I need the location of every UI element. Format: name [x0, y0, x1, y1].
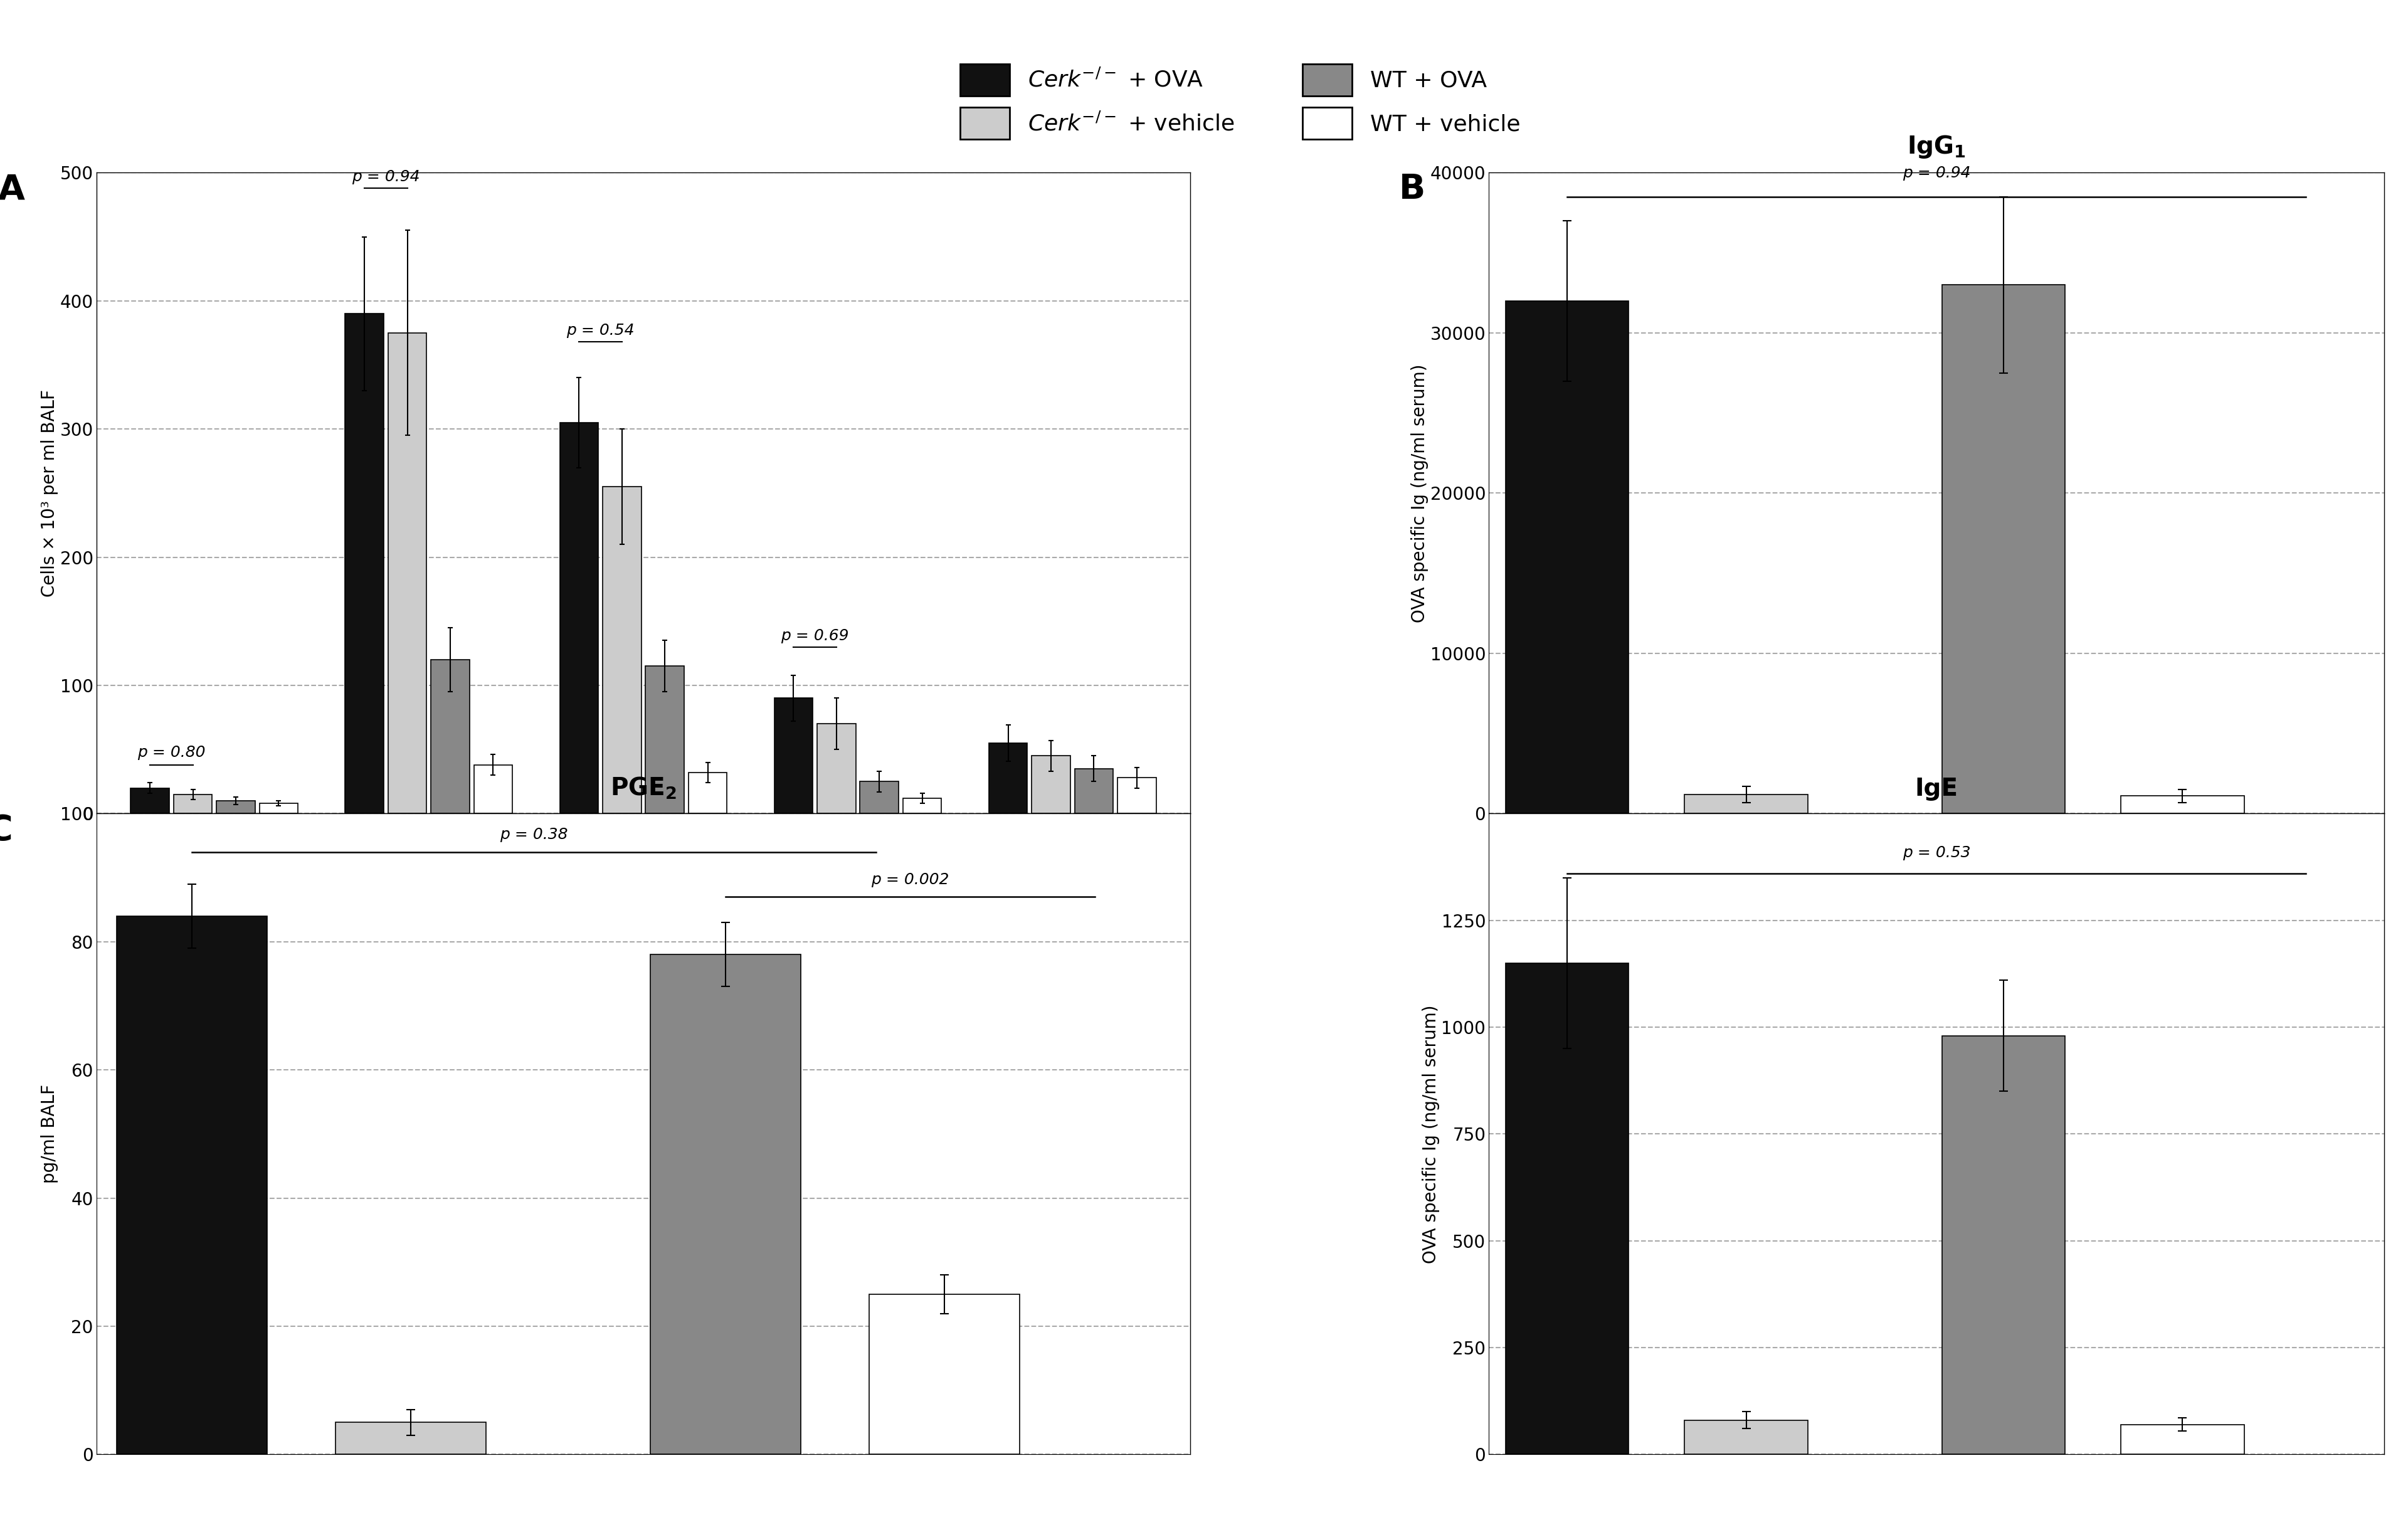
- Bar: [869, 1294, 1019, 1454]
- Bar: [118, 917, 267, 1454]
- Bar: [816, 724, 855, 814]
- Text: p = 0.94: p = 0.94: [352, 170, 419, 185]
- Text: p = 0.53: p = 0.53: [1902, 845, 1970, 861]
- Bar: [559, 423, 597, 814]
- Text: IgG$_1$: IgG$_1$: [1907, 133, 1965, 161]
- Bar: [1505, 301, 1628, 814]
- Y-axis label: OVA specific Ig (ng/ml serum): OVA specific Ig (ng/ml serum): [1423, 1004, 1440, 1264]
- Bar: [217, 801, 255, 814]
- Bar: [344, 314, 383, 814]
- Text: IgE: IgE: [1914, 777, 1958, 801]
- Text: p = 0.38: p = 0.38: [501, 827, 568, 842]
- Y-axis label: Cells × 10³ per ml BALF: Cells × 10³ per ml BALF: [41, 389, 58, 597]
- Y-axis label: pg/ml BALF: pg/ml BALF: [41, 1085, 58, 1183]
- Bar: [1074, 768, 1112, 814]
- Bar: [775, 698, 814, 814]
- Text: A: A: [0, 173, 24, 206]
- Bar: [1505, 964, 1628, 1454]
- Bar: [260, 803, 299, 814]
- Bar: [2121, 795, 2244, 814]
- Bar: [860, 782, 898, 814]
- Y-axis label: OVA specific Ig (ng/ml serum): OVA specific Ig (ng/ml serum): [1411, 364, 1428, 623]
- Text: p = 0.80: p = 0.80: [137, 745, 205, 759]
- Bar: [645, 667, 684, 814]
- Bar: [1941, 1036, 2066, 1454]
- Bar: [431, 659, 470, 814]
- Bar: [388, 333, 426, 814]
- Legend: $\mathit{Cerk}^{-/-}$ + OVA, $\mathit{Cerk}^{-/-}$ + vehicle, WT + OVA, WT + veh: $\mathit{Cerk}^{-/-}$ + OVA, $\mathit{Ce…: [961, 64, 1519, 139]
- Text: C: C: [0, 814, 12, 847]
- Text: p = 0.69: p = 0.69: [780, 629, 850, 642]
- Bar: [1117, 777, 1156, 814]
- Bar: [1686, 1420, 1808, 1454]
- Bar: [173, 794, 212, 814]
- Text: p = 0.54: p = 0.54: [566, 323, 633, 338]
- Bar: [1686, 794, 1808, 814]
- Bar: [1941, 285, 2066, 814]
- Bar: [650, 954, 799, 1454]
- Bar: [474, 765, 513, 814]
- Bar: [990, 742, 1028, 814]
- Bar: [1031, 756, 1069, 814]
- Bar: [602, 486, 641, 814]
- Bar: [335, 1423, 486, 1454]
- Bar: [2121, 1424, 2244, 1454]
- Bar: [689, 773, 727, 814]
- Text: B: B: [1399, 173, 1426, 206]
- Bar: [903, 798, 942, 814]
- Bar: [130, 788, 169, 814]
- Text: p = 0.002: p = 0.002: [872, 873, 949, 888]
- Text: p = 0.94: p = 0.94: [1902, 165, 1970, 180]
- Text: PGE$_2$: PGE$_2$: [609, 776, 677, 801]
